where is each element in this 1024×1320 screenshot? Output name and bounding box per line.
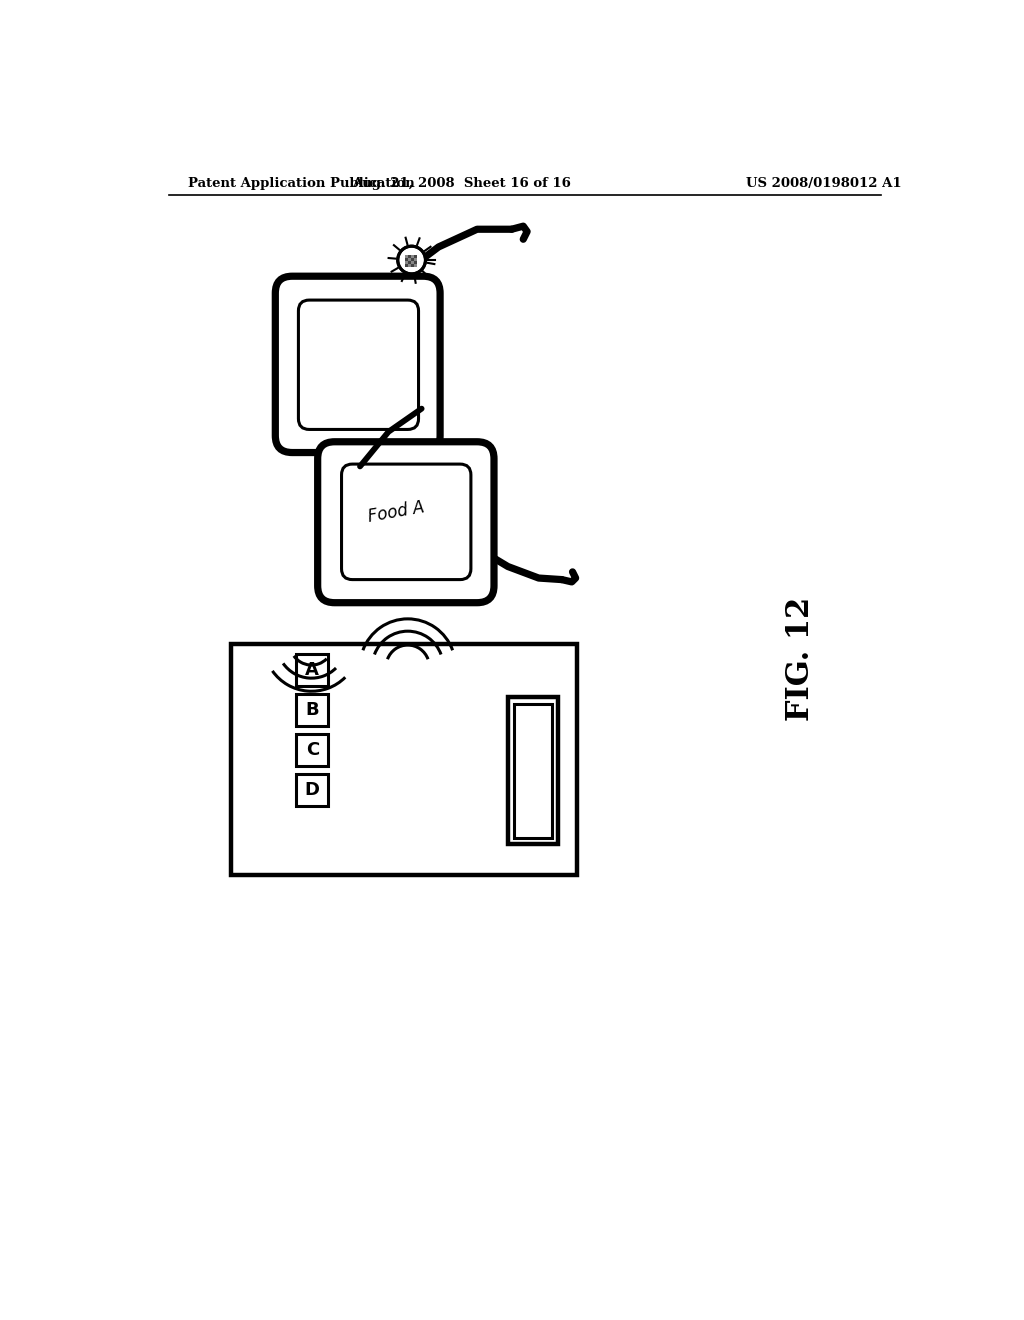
Bar xyxy=(296,693,329,726)
Bar xyxy=(404,264,408,267)
Bar xyxy=(414,264,417,267)
FancyBboxPatch shape xyxy=(275,276,440,453)
Text: FIG. 12: FIG. 12 xyxy=(785,597,816,721)
Text: D: D xyxy=(305,781,319,799)
Bar xyxy=(411,264,414,267)
FancyBboxPatch shape xyxy=(298,300,419,429)
Bar xyxy=(414,255,417,257)
Bar xyxy=(408,257,411,261)
Text: C: C xyxy=(305,741,318,759)
Bar xyxy=(414,257,417,261)
Text: US 2008/0198012 A1: US 2008/0198012 A1 xyxy=(745,177,901,190)
Bar xyxy=(411,261,414,264)
Bar xyxy=(230,644,578,875)
Bar xyxy=(411,255,414,257)
Bar xyxy=(296,774,329,807)
FancyBboxPatch shape xyxy=(342,465,471,579)
Bar xyxy=(408,255,411,257)
Bar xyxy=(414,261,417,264)
Bar xyxy=(404,255,408,257)
Bar xyxy=(408,261,411,264)
Bar xyxy=(296,734,329,766)
FancyBboxPatch shape xyxy=(317,442,494,603)
Text: A: A xyxy=(305,661,319,678)
Bar xyxy=(404,257,408,261)
Bar xyxy=(514,704,552,838)
Text: Aug. 21, 2008  Sheet 16 of 16: Aug. 21, 2008 Sheet 16 of 16 xyxy=(352,177,571,190)
Text: Food A: Food A xyxy=(367,499,426,527)
Text: B: B xyxy=(305,701,319,718)
Bar xyxy=(408,264,411,267)
Bar xyxy=(404,261,408,264)
Bar xyxy=(296,653,329,686)
Bar xyxy=(508,697,558,843)
Circle shape xyxy=(397,247,425,275)
Text: Patent Application Publication: Patent Application Publication xyxy=(188,177,415,190)
Bar xyxy=(411,257,414,261)
